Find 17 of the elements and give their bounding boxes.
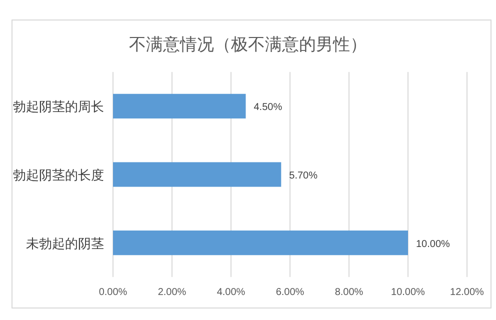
y-tick-label: 勃起阴茎的长度 [13,168,104,182]
x-tick-label: 12.00% [450,287,484,298]
x-tick-label: 4.00% [216,287,246,298]
data-label: 10.00% [416,238,450,250]
bar [113,230,408,256]
data-label: 4.50% [254,102,282,114]
x-tick-label: 10.00% [391,287,426,298]
y-tick-label: 勃起阴茎的周长 [13,99,104,114]
x-tick-label: 6.00% [276,287,304,298]
chart-title: 不满意情况（极不满意的男性） [129,35,367,54]
bar [113,162,282,187]
bar [113,94,246,118]
y-tick-label: 未勃起的阴茎 [26,236,104,251]
x-tick-label: 0.00% [98,287,128,298]
data-label: 5.70% [289,170,318,182]
x-tick-label: 8.00% [334,287,364,298]
x-tick-label: 2.00% [158,287,186,298]
